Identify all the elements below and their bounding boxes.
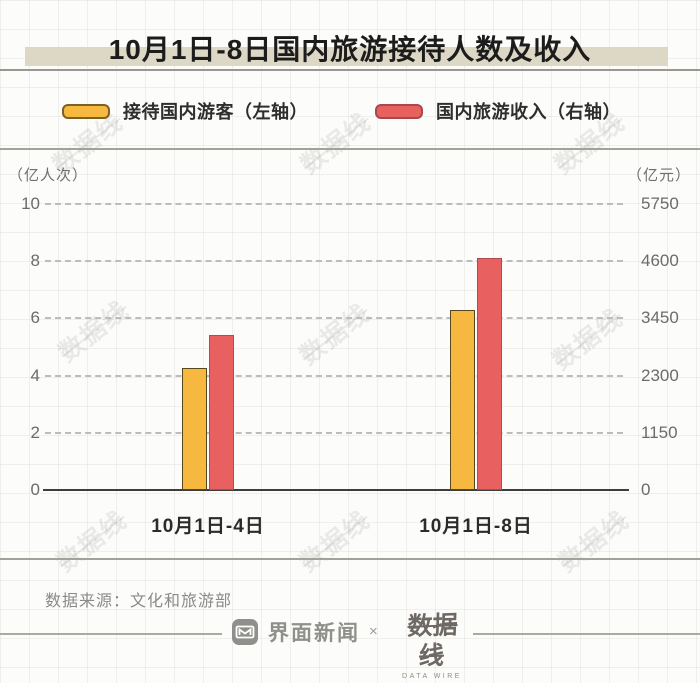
jiemian-logo-text: 界面新闻 xyxy=(268,622,360,645)
footer-divider xyxy=(0,558,700,560)
right-axis-tick: 3450 xyxy=(641,308,679,328)
right-axis-tick: 2300 xyxy=(641,365,679,385)
watermark: 数据线 xyxy=(547,303,629,376)
watermark: 数据线 xyxy=(294,505,376,578)
header-divider xyxy=(0,69,700,71)
right-axis-tick: 1150 xyxy=(641,422,678,442)
left-axis-tick: 0 xyxy=(30,480,40,499)
gridline xyxy=(45,203,623,205)
gridline xyxy=(45,431,623,434)
right-axis-tick: 5750 xyxy=(641,194,679,213)
brand-separator: × xyxy=(369,623,378,640)
bar-tourists xyxy=(182,368,207,490)
data-source-note: 数据来源：文化和旅游部 xyxy=(45,593,233,610)
left-axis-tick: 10 xyxy=(21,194,40,213)
x-axis-line xyxy=(43,489,629,491)
jiemian-news-logo: 界面新闻 xyxy=(231,617,360,647)
footer-rule-left xyxy=(0,633,222,635)
datawire-logo-text: 数据线 xyxy=(407,611,458,671)
left-axis-unit: （亿人次） xyxy=(8,167,89,184)
left-axis-tick: 8 xyxy=(30,251,40,271)
legend-swatch-red xyxy=(375,103,423,119)
right-axis-tick: 4600 xyxy=(641,251,679,271)
left-axis-tick: 6 xyxy=(30,308,40,328)
gridline xyxy=(45,374,623,377)
bar-revenue xyxy=(477,258,502,490)
legend-swatch-yellow xyxy=(62,103,110,119)
watermark: 数据线 xyxy=(553,505,635,578)
left-axis-tick: 4 xyxy=(30,365,40,385)
datawire-logo-subtext: DATA WIRE xyxy=(402,673,462,680)
bar-revenue xyxy=(209,335,234,490)
left-axis-tick: 2 xyxy=(30,422,40,442)
category-label: 10月1日-4日 xyxy=(151,516,265,537)
bar-tourists xyxy=(450,310,475,490)
legend-label: 接待国内游客（左轴） xyxy=(123,102,308,122)
page-title: 10月1日-8日国内旅游接待人数及收入 xyxy=(108,34,592,65)
bar-group xyxy=(450,258,502,490)
gridline xyxy=(45,317,623,320)
footer-rule-right xyxy=(473,633,700,635)
legend-item-tourists: 接待国内游客（左轴） xyxy=(62,100,308,122)
category-label: 10月1日-8日 xyxy=(419,516,533,537)
jiemian-logo-icon xyxy=(232,619,258,645)
legend-divider xyxy=(0,148,700,150)
watermark: 数据线 xyxy=(294,298,376,371)
right-axis-unit: （亿元） xyxy=(626,167,691,184)
legend-item-revenue: 国内旅游收入（右轴） xyxy=(375,100,621,122)
title-highlight-band xyxy=(25,47,668,66)
legend-label: 国内旅游收入（右轴） xyxy=(436,102,621,122)
watermark: 数据线 xyxy=(51,505,133,578)
datawire-logo: 数据线 DATA WIRE xyxy=(395,611,469,680)
bar-group xyxy=(182,335,234,490)
right-axis-tick: 0 xyxy=(641,480,651,499)
watermark: 数据线 xyxy=(53,295,135,368)
gridline xyxy=(45,260,623,263)
